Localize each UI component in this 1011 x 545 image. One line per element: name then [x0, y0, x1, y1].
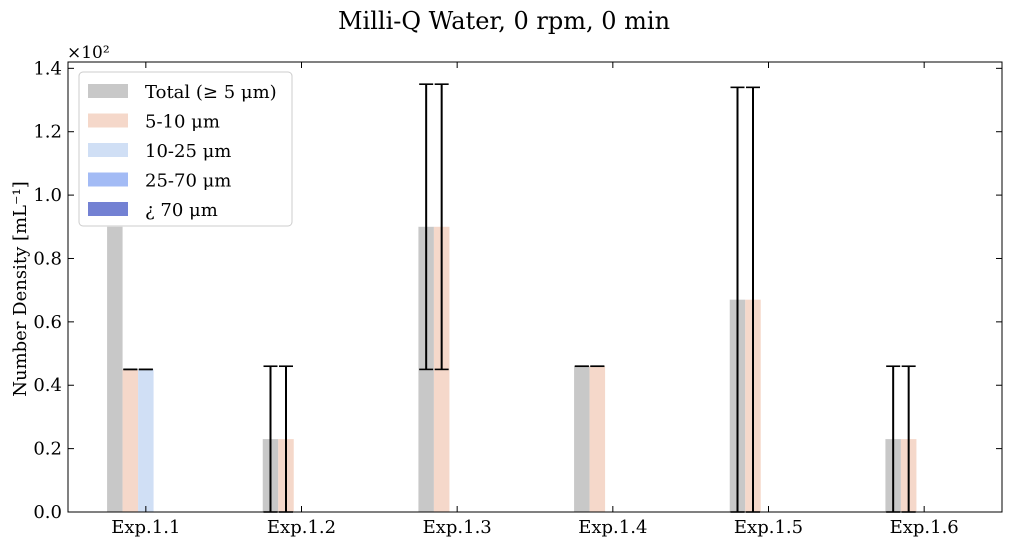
x-tick-label: Exp.1.6: [890, 517, 959, 538]
legend: Total (≥ 5 μm) 5-10 μm 10-25 μm 25-70 μm ¿ 7…: [78, 71, 293, 227]
y-tick-label: 0.6: [33, 312, 62, 333]
legend-label: 25-70 μm: [145, 171, 231, 192]
y-axis-scale-label: ×10²: [67, 43, 110, 63]
y-tick-label: 0.8: [33, 248, 62, 269]
legend-label: ¿ 70 μm: [145, 200, 218, 221]
chart-title: Milli-Q Water, 0 rpm, 0 min: [338, 7, 670, 35]
ticks-layer: Exp.1.1 Exp.1.2 Exp.1.3 Exp.1.4 Exp.1.5 Exp.1…: [33, 58, 1002, 538]
x-tick-label: Exp.1.3: [423, 517, 492, 538]
x-tick-label: Exp.1.1: [111, 517, 180, 538]
bar: [574, 366, 590, 512]
x-tick-label: Exp.1.4: [578, 517, 647, 538]
legend-swatch: [88, 84, 128, 98]
x-tick-label: Exp.1.2: [267, 517, 336, 538]
plot-frame: [67, 61, 1003, 513]
y-tick-label: 0.0: [33, 502, 62, 523]
bar: [589, 366, 606, 512]
legend-label: Total (≥ 5 μm): [145, 82, 277, 103]
y-tick-label: 1.0: [33, 185, 62, 206]
bar: [107, 226, 123, 512]
bars-layer: [107, 226, 917, 512]
legend-swatch: [88, 113, 128, 128]
bar: [122, 369, 139, 512]
y-tick-label: 1.2: [33, 122, 62, 143]
y-tick-label: 0.2: [33, 439, 62, 460]
y-tick-label: 0.4: [33, 375, 62, 396]
legend-label: 10-25 μm: [145, 141, 231, 162]
legend-swatch: [88, 143, 128, 157]
y-tick-label: 1.4: [33, 58, 62, 79]
legend-swatch: [88, 172, 128, 187]
legend-label: 5-10 μm: [145, 112, 220, 133]
legend-frame: [78, 71, 293, 227]
y-axis-label: Number Density [mL⁻¹]: [10, 181, 31, 397]
bar: [138, 369, 154, 512]
legend-swatch: [88, 202, 128, 216]
x-tick-label: Exp.1.5: [734, 517, 803, 538]
